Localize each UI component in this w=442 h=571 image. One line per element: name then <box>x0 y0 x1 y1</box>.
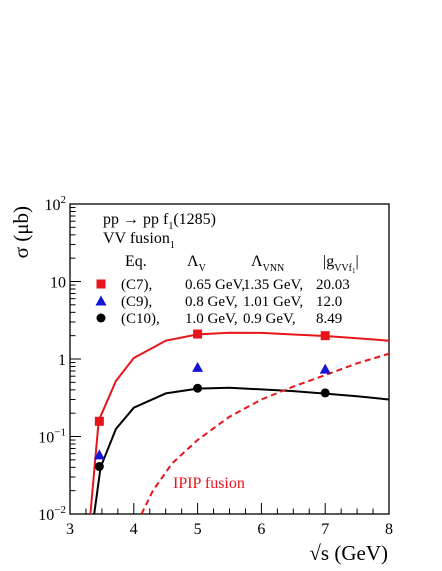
triangle-data-point <box>192 361 204 372</box>
legend-marker-square <box>96 279 106 289</box>
x-tick-label: 3 <box>66 521 74 538</box>
y-axis-ticks <box>70 203 81 515</box>
legend-lv: 1.0 GeV, <box>185 311 238 327</box>
legend-eq: (C10), <box>121 311 160 327</box>
x-tick-label: 5 <box>194 521 202 538</box>
square-data-point <box>94 416 104 426</box>
x-tick-label: 6 <box>257 521 265 538</box>
legend-eq: (C7), <box>121 277 152 293</box>
curve-dashed-2 <box>140 352 389 514</box>
legend-marker-triangle <box>95 295 107 306</box>
legend-g: 8.49 <box>316 311 342 327</box>
legend-header-lambda-v: ΛV <box>187 253 207 274</box>
legend-header-lambda-vnn: ΛVNN <box>251 253 284 274</box>
legend-rows: (C7), 0.65 GeV,1.35 GeV, 20.03 (C9), 0.8 GeV… <box>95 277 350 327</box>
legend-lvnn: 1.01 GeV, <box>243 294 303 310</box>
legend-header: Eq. ΛV ΛVNN |gVVf1| <box>125 253 359 275</box>
legend-g: 20.03 <box>316 277 350 293</box>
curve-solid-0 <box>89 331 389 514</box>
square-data-point <box>320 331 330 341</box>
x-axis-title: √s (GeV) <box>309 541 388 565</box>
y-tick-label: 102 <box>45 194 67 214</box>
square-data-point <box>193 329 203 339</box>
legend-header-eq: Eq. <box>125 253 147 270</box>
y-tick-label: 10−1 <box>38 427 66 447</box>
y-tick-label: 10 <box>50 275 66 292</box>
y-tick-label: 10−2 <box>38 504 66 524</box>
legend-lvnn: 1.35 GeV, <box>243 277 303 293</box>
triangle-data-point <box>319 363 331 374</box>
curve-solid-1 <box>93 386 389 514</box>
y-axis-tick-labels: 102 10 1 10−1 10−2 <box>38 194 66 524</box>
legend-g: 12.0 <box>316 294 342 310</box>
legend-lv: 0.65 GeV, <box>185 277 245 293</box>
y-tick-label: 1 <box>58 352 66 369</box>
process-label: pp → pp f1(1285) <box>103 211 216 232</box>
x-tick-label: 8 <box>385 521 393 538</box>
circle-data-point <box>94 462 104 472</box>
mechanism-label: VV fusion1 <box>103 230 175 251</box>
data-markers <box>93 329 331 472</box>
legend-lvnn: 0.9 GeV, <box>243 311 296 327</box>
x-tick-label: 4 <box>130 521 138 538</box>
ipip-fusion-label: IPIP fusion <box>173 475 245 492</box>
legend-lv: 0.8 GeV, <box>185 294 238 310</box>
legend-eq: (C9), <box>121 294 152 310</box>
triangle-data-point <box>93 449 105 460</box>
x-axis-tick-labels: 3 4 5 6 7 8 <box>66 521 393 538</box>
legend-marker-circle <box>96 313 106 323</box>
x-tick-label: 7 <box>321 521 329 538</box>
curves <box>89 331 389 514</box>
circle-data-point <box>193 383 203 393</box>
circle-data-point <box>320 388 330 398</box>
x-axis-ticks <box>69 503 390 514</box>
y-axis-title: σ (μb) <box>9 206 33 258</box>
legend-header-coupling: |gVVf1| <box>323 253 359 275</box>
plot-frame <box>69 203 390 515</box>
